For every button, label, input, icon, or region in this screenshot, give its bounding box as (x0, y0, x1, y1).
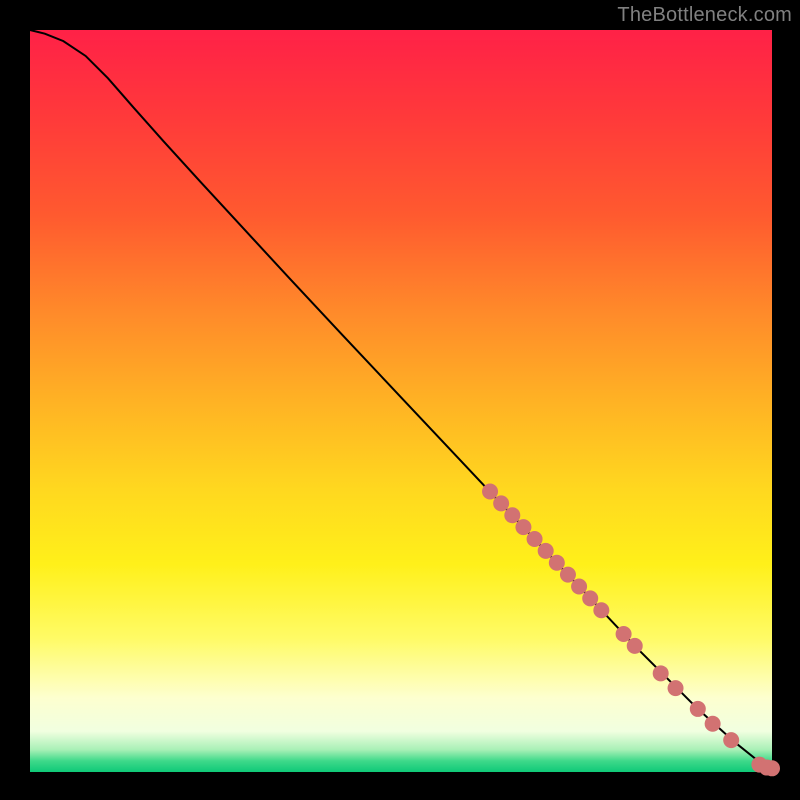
chart-marker (493, 495, 509, 511)
chart-marker (538, 543, 554, 559)
chart-marker (504, 507, 520, 523)
chart-marker (482, 484, 498, 500)
chart-marker (593, 602, 609, 618)
chart-marker (515, 519, 531, 535)
chart-marker (723, 732, 739, 748)
chart-marker (668, 680, 684, 696)
chart-marker (690, 701, 706, 717)
stage: TheBottleneck.com (0, 0, 800, 800)
chart-marker (653, 665, 669, 681)
chart-svg (30, 30, 772, 772)
chart-marker (764, 760, 780, 776)
chart-marker (560, 567, 576, 583)
watermark-label: TheBottleneck.com (617, 4, 792, 27)
chart-marker (582, 590, 598, 606)
chart-marker (616, 626, 632, 642)
chart-marker (571, 579, 587, 595)
chart-plot-area (30, 30, 772, 772)
chart-background (30, 30, 772, 772)
chart-marker (705, 716, 721, 732)
chart-marker (549, 555, 565, 571)
chart-marker (527, 531, 543, 547)
chart-marker (627, 638, 643, 654)
